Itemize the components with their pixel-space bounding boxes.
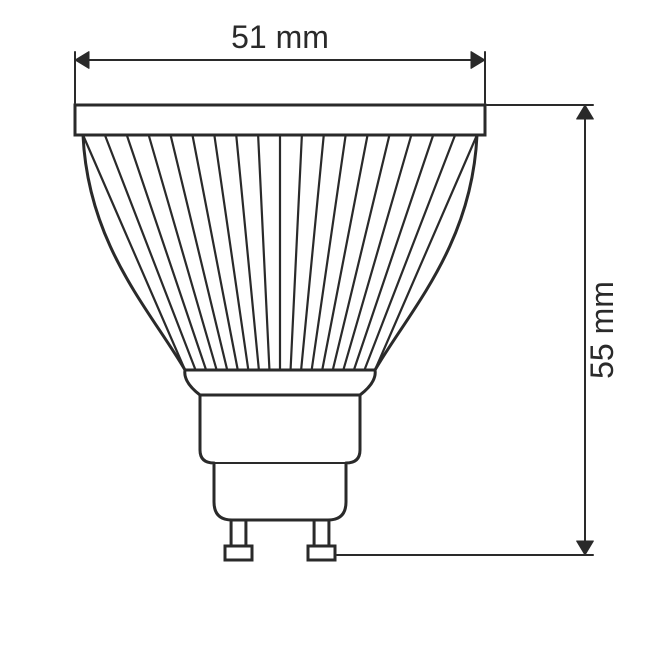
height-dimension-label: 55 mm bbox=[584, 281, 620, 379]
bulb-dimension-diagram: 51 mm 55 mm bbox=[0, 0, 650, 650]
width-dimension-label: 51 mm bbox=[231, 19, 329, 55]
